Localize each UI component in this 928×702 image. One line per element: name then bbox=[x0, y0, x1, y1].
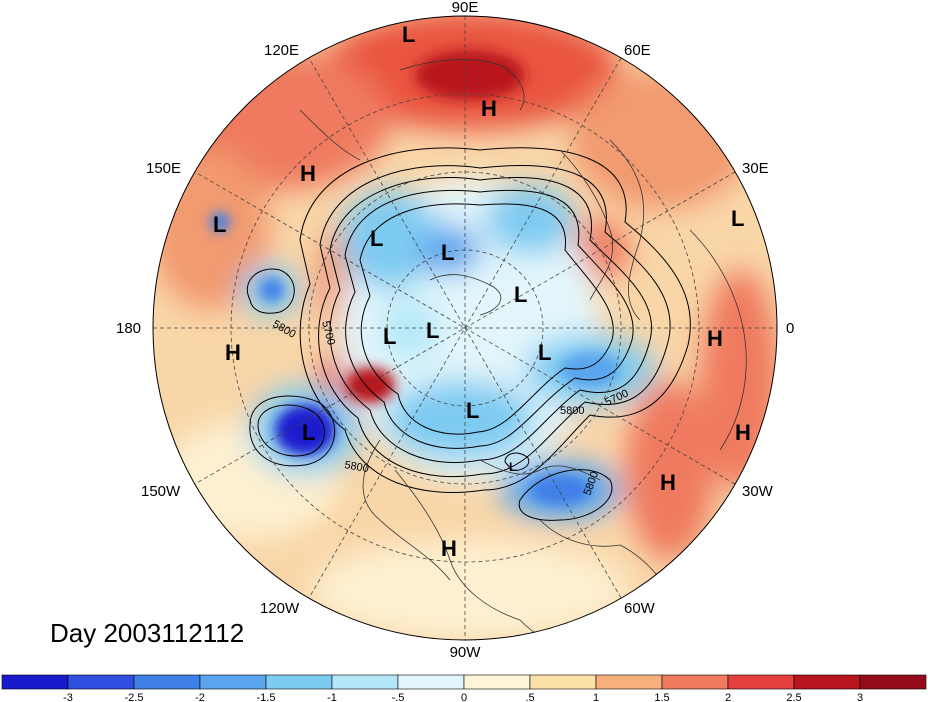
lon-label-30w: 30W bbox=[742, 483, 774, 500]
colorbar-swatch bbox=[727, 674, 795, 690]
colorbar-swatch bbox=[463, 674, 531, 690]
colorbar-swatch bbox=[67, 674, 135, 690]
colorbar-tick-label: 0 bbox=[461, 692, 467, 702]
pressure-center-high: H bbox=[441, 536, 457, 561]
lon-label-30e: 30E bbox=[742, 160, 769, 177]
colorbar-tick-label: 1.5 bbox=[654, 692, 669, 702]
graticule bbox=[153, 16, 777, 640]
contour-label: 5800 bbox=[560, 405, 584, 417]
lon-label-60e: 60E bbox=[624, 42, 651, 59]
pressure-center-low: L bbox=[402, 22, 415, 47]
colorbar-tick-label: -.5 bbox=[392, 692, 405, 702]
pressure-center-low: L bbox=[509, 460, 516, 474]
pressure-center-high: H bbox=[735, 420, 751, 445]
colorbar-tick-label: -1.5 bbox=[257, 692, 276, 702]
colorbar-swatch bbox=[793, 674, 861, 690]
colorbar-swatch bbox=[133, 674, 201, 690]
pressure-center-low: L bbox=[441, 240, 454, 265]
pressure-center-high: H bbox=[481, 96, 497, 121]
contour-label: 5800 bbox=[343, 459, 369, 475]
lon-label-90e: 90E bbox=[452, 0, 479, 16]
colorbar-swatch bbox=[661, 674, 729, 690]
pressure-center-low: L bbox=[538, 340, 551, 365]
lon-label-120e: 120E bbox=[264, 42, 299, 59]
colorbar-swatch bbox=[595, 674, 663, 690]
pressure-center-high: H bbox=[225, 340, 241, 365]
colorbar-tick-label: -1 bbox=[327, 692, 337, 702]
colorbar-swatch bbox=[859, 674, 927, 690]
lon-label-180: 180 bbox=[116, 320, 141, 337]
pressure-center-high: H bbox=[660, 470, 676, 495]
colorbar-tick-label: -2 bbox=[195, 692, 205, 702]
lon-label-0: 0 bbox=[786, 320, 794, 337]
day-label: Day 2003112112 bbox=[50, 618, 245, 648]
pressure-center-low: L bbox=[370, 226, 383, 251]
pressure-center-low: L bbox=[514, 282, 527, 307]
pressure-center-high: H bbox=[300, 161, 316, 186]
map-border bbox=[152, 15, 778, 641]
pressure-center-low: L bbox=[302, 420, 315, 445]
pressure-center-low: L bbox=[213, 212, 226, 237]
colorbar-swatch bbox=[397, 674, 465, 690]
colorbar-tick-label: -2.5 bbox=[125, 692, 144, 702]
pressure-center-low: L bbox=[731, 206, 744, 231]
lon-label-120w: 120W bbox=[260, 600, 300, 617]
colorbar-tick-label: 2 bbox=[725, 692, 731, 702]
lon-label-90w: 90W bbox=[450, 644, 482, 661]
colorbar-swatch bbox=[199, 674, 267, 690]
anomaly-field bbox=[153, 16, 777, 640]
colorbar-swatch bbox=[331, 674, 399, 690]
colorbar-tick-label: .5 bbox=[525, 692, 534, 702]
colorbar-tick-label: 1 bbox=[593, 692, 599, 702]
colorbar-tick-label: 2.5 bbox=[786, 692, 801, 702]
pressure-center-low: L bbox=[426, 318, 439, 343]
lon-label-150e: 150E bbox=[146, 160, 181, 177]
pressure-center-high: H bbox=[707, 326, 723, 351]
colorbar-swatch bbox=[529, 674, 597, 690]
lon-label-60w: 60W bbox=[624, 600, 656, 617]
lon-label-150w: 150W bbox=[141, 483, 181, 500]
colorbar-swatch bbox=[1, 674, 69, 690]
longitude-labels: 90E 60E 30E 0 30W 60W 90W 120W 150W 180 … bbox=[116, 0, 794, 661]
pressure-center-low: L bbox=[383, 324, 396, 349]
colorbar-tick-label: 3 bbox=[857, 692, 863, 702]
pressure-centers: L H L H L L L L L L L L L L H H H H L H … bbox=[213, 22, 751, 561]
colorbar-swatch bbox=[265, 674, 333, 690]
height-contours bbox=[246, 147, 691, 521]
colorbar-tick-label: -3 bbox=[63, 692, 73, 702]
colorbar: -3 -2.5 -2 -1.5 -1 -.5 0 .5 1 1.5 2 2.5 3 bbox=[1, 674, 927, 702]
pressure-center-low: L bbox=[466, 398, 479, 423]
